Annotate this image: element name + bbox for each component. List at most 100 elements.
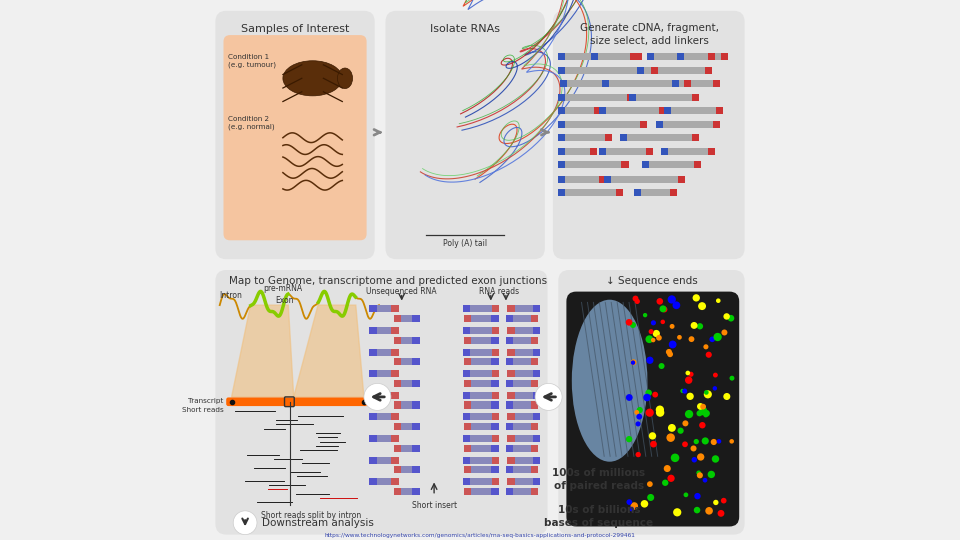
Circle shape bbox=[684, 410, 693, 418]
Circle shape bbox=[694, 507, 701, 514]
Bar bbox=[492, 315, 499, 322]
Bar bbox=[471, 315, 492, 322]
Bar bbox=[401, 488, 412, 495]
Circle shape bbox=[708, 471, 715, 478]
Circle shape bbox=[643, 313, 647, 318]
Circle shape bbox=[677, 335, 682, 340]
Circle shape bbox=[673, 301, 681, 309]
Text: Short reads: Short reads bbox=[181, 407, 224, 414]
Circle shape bbox=[635, 410, 639, 415]
Bar bbox=[392, 435, 399, 442]
Bar bbox=[492, 478, 499, 485]
Bar bbox=[377, 435, 392, 442]
Bar bbox=[533, 478, 540, 485]
Bar bbox=[506, 315, 514, 322]
Bar bbox=[507, 414, 515, 420]
Bar bbox=[642, 161, 649, 168]
Bar bbox=[377, 370, 392, 377]
Bar bbox=[599, 107, 606, 114]
Circle shape bbox=[645, 335, 654, 343]
Circle shape bbox=[645, 389, 652, 396]
Circle shape bbox=[626, 436, 633, 442]
Circle shape bbox=[666, 349, 672, 355]
Bar bbox=[401, 423, 412, 430]
Bar bbox=[492, 444, 499, 451]
Bar bbox=[565, 53, 630, 60]
Circle shape bbox=[631, 359, 636, 365]
Bar bbox=[471, 467, 492, 473]
Circle shape bbox=[716, 299, 721, 303]
Bar bbox=[463, 457, 470, 463]
Bar bbox=[531, 315, 539, 322]
Bar bbox=[470, 457, 492, 463]
Bar bbox=[412, 488, 420, 495]
Bar bbox=[514, 380, 531, 387]
Bar bbox=[651, 66, 659, 73]
Bar bbox=[492, 435, 499, 442]
Bar bbox=[531, 488, 539, 495]
Circle shape bbox=[717, 510, 725, 517]
Bar bbox=[636, 94, 691, 100]
Bar bbox=[646, 147, 653, 154]
Circle shape bbox=[535, 383, 562, 410]
Bar bbox=[492, 380, 499, 387]
Bar bbox=[721, 53, 729, 60]
Bar bbox=[464, 444, 471, 451]
Bar bbox=[370, 327, 377, 334]
Bar bbox=[507, 392, 515, 399]
Bar bbox=[604, 176, 612, 183]
Circle shape bbox=[683, 441, 688, 447]
Bar bbox=[515, 370, 533, 377]
Circle shape bbox=[694, 493, 701, 500]
Circle shape bbox=[706, 352, 711, 358]
Bar bbox=[492, 467, 499, 473]
Circle shape bbox=[667, 295, 676, 303]
Text: Transcript: Transcript bbox=[188, 398, 224, 404]
Circle shape bbox=[721, 329, 728, 335]
Bar bbox=[706, 66, 712, 73]
Bar bbox=[377, 327, 392, 334]
Bar bbox=[470, 414, 492, 420]
Circle shape bbox=[661, 307, 667, 313]
Bar bbox=[640, 120, 647, 127]
Bar bbox=[506, 359, 514, 366]
Bar bbox=[412, 337, 420, 344]
Circle shape bbox=[629, 507, 634, 511]
Bar bbox=[471, 401, 492, 408]
Bar bbox=[514, 488, 531, 495]
Circle shape bbox=[688, 372, 693, 377]
Bar bbox=[471, 488, 492, 495]
Bar bbox=[708, 147, 715, 154]
Circle shape bbox=[650, 441, 657, 448]
Text: Samples of Interest: Samples of Interest bbox=[241, 24, 349, 35]
Bar bbox=[377, 457, 392, 463]
Bar bbox=[392, 392, 399, 399]
Circle shape bbox=[691, 457, 697, 462]
Bar bbox=[492, 337, 499, 344]
Bar bbox=[464, 380, 471, 387]
Circle shape bbox=[697, 323, 703, 329]
Bar bbox=[515, 306, 533, 312]
Bar bbox=[506, 380, 514, 387]
Bar bbox=[565, 147, 590, 154]
Bar bbox=[531, 401, 539, 408]
Bar bbox=[514, 337, 531, 344]
Bar bbox=[612, 176, 678, 183]
Bar bbox=[609, 80, 684, 87]
Text: Condition 2
(e.g. normal): Condition 2 (e.g. normal) bbox=[228, 116, 275, 130]
Bar bbox=[394, 315, 401, 322]
FancyBboxPatch shape bbox=[559, 270, 745, 535]
Bar bbox=[412, 467, 420, 473]
Bar bbox=[533, 392, 540, 399]
Bar bbox=[630, 53, 636, 60]
Bar bbox=[691, 134, 699, 141]
Circle shape bbox=[666, 434, 675, 442]
Bar bbox=[377, 414, 392, 420]
Circle shape bbox=[713, 333, 722, 341]
Bar bbox=[663, 107, 671, 114]
Bar bbox=[515, 349, 533, 355]
Bar bbox=[559, 120, 565, 127]
Bar bbox=[394, 380, 401, 387]
Circle shape bbox=[657, 298, 663, 305]
Bar bbox=[515, 435, 533, 442]
